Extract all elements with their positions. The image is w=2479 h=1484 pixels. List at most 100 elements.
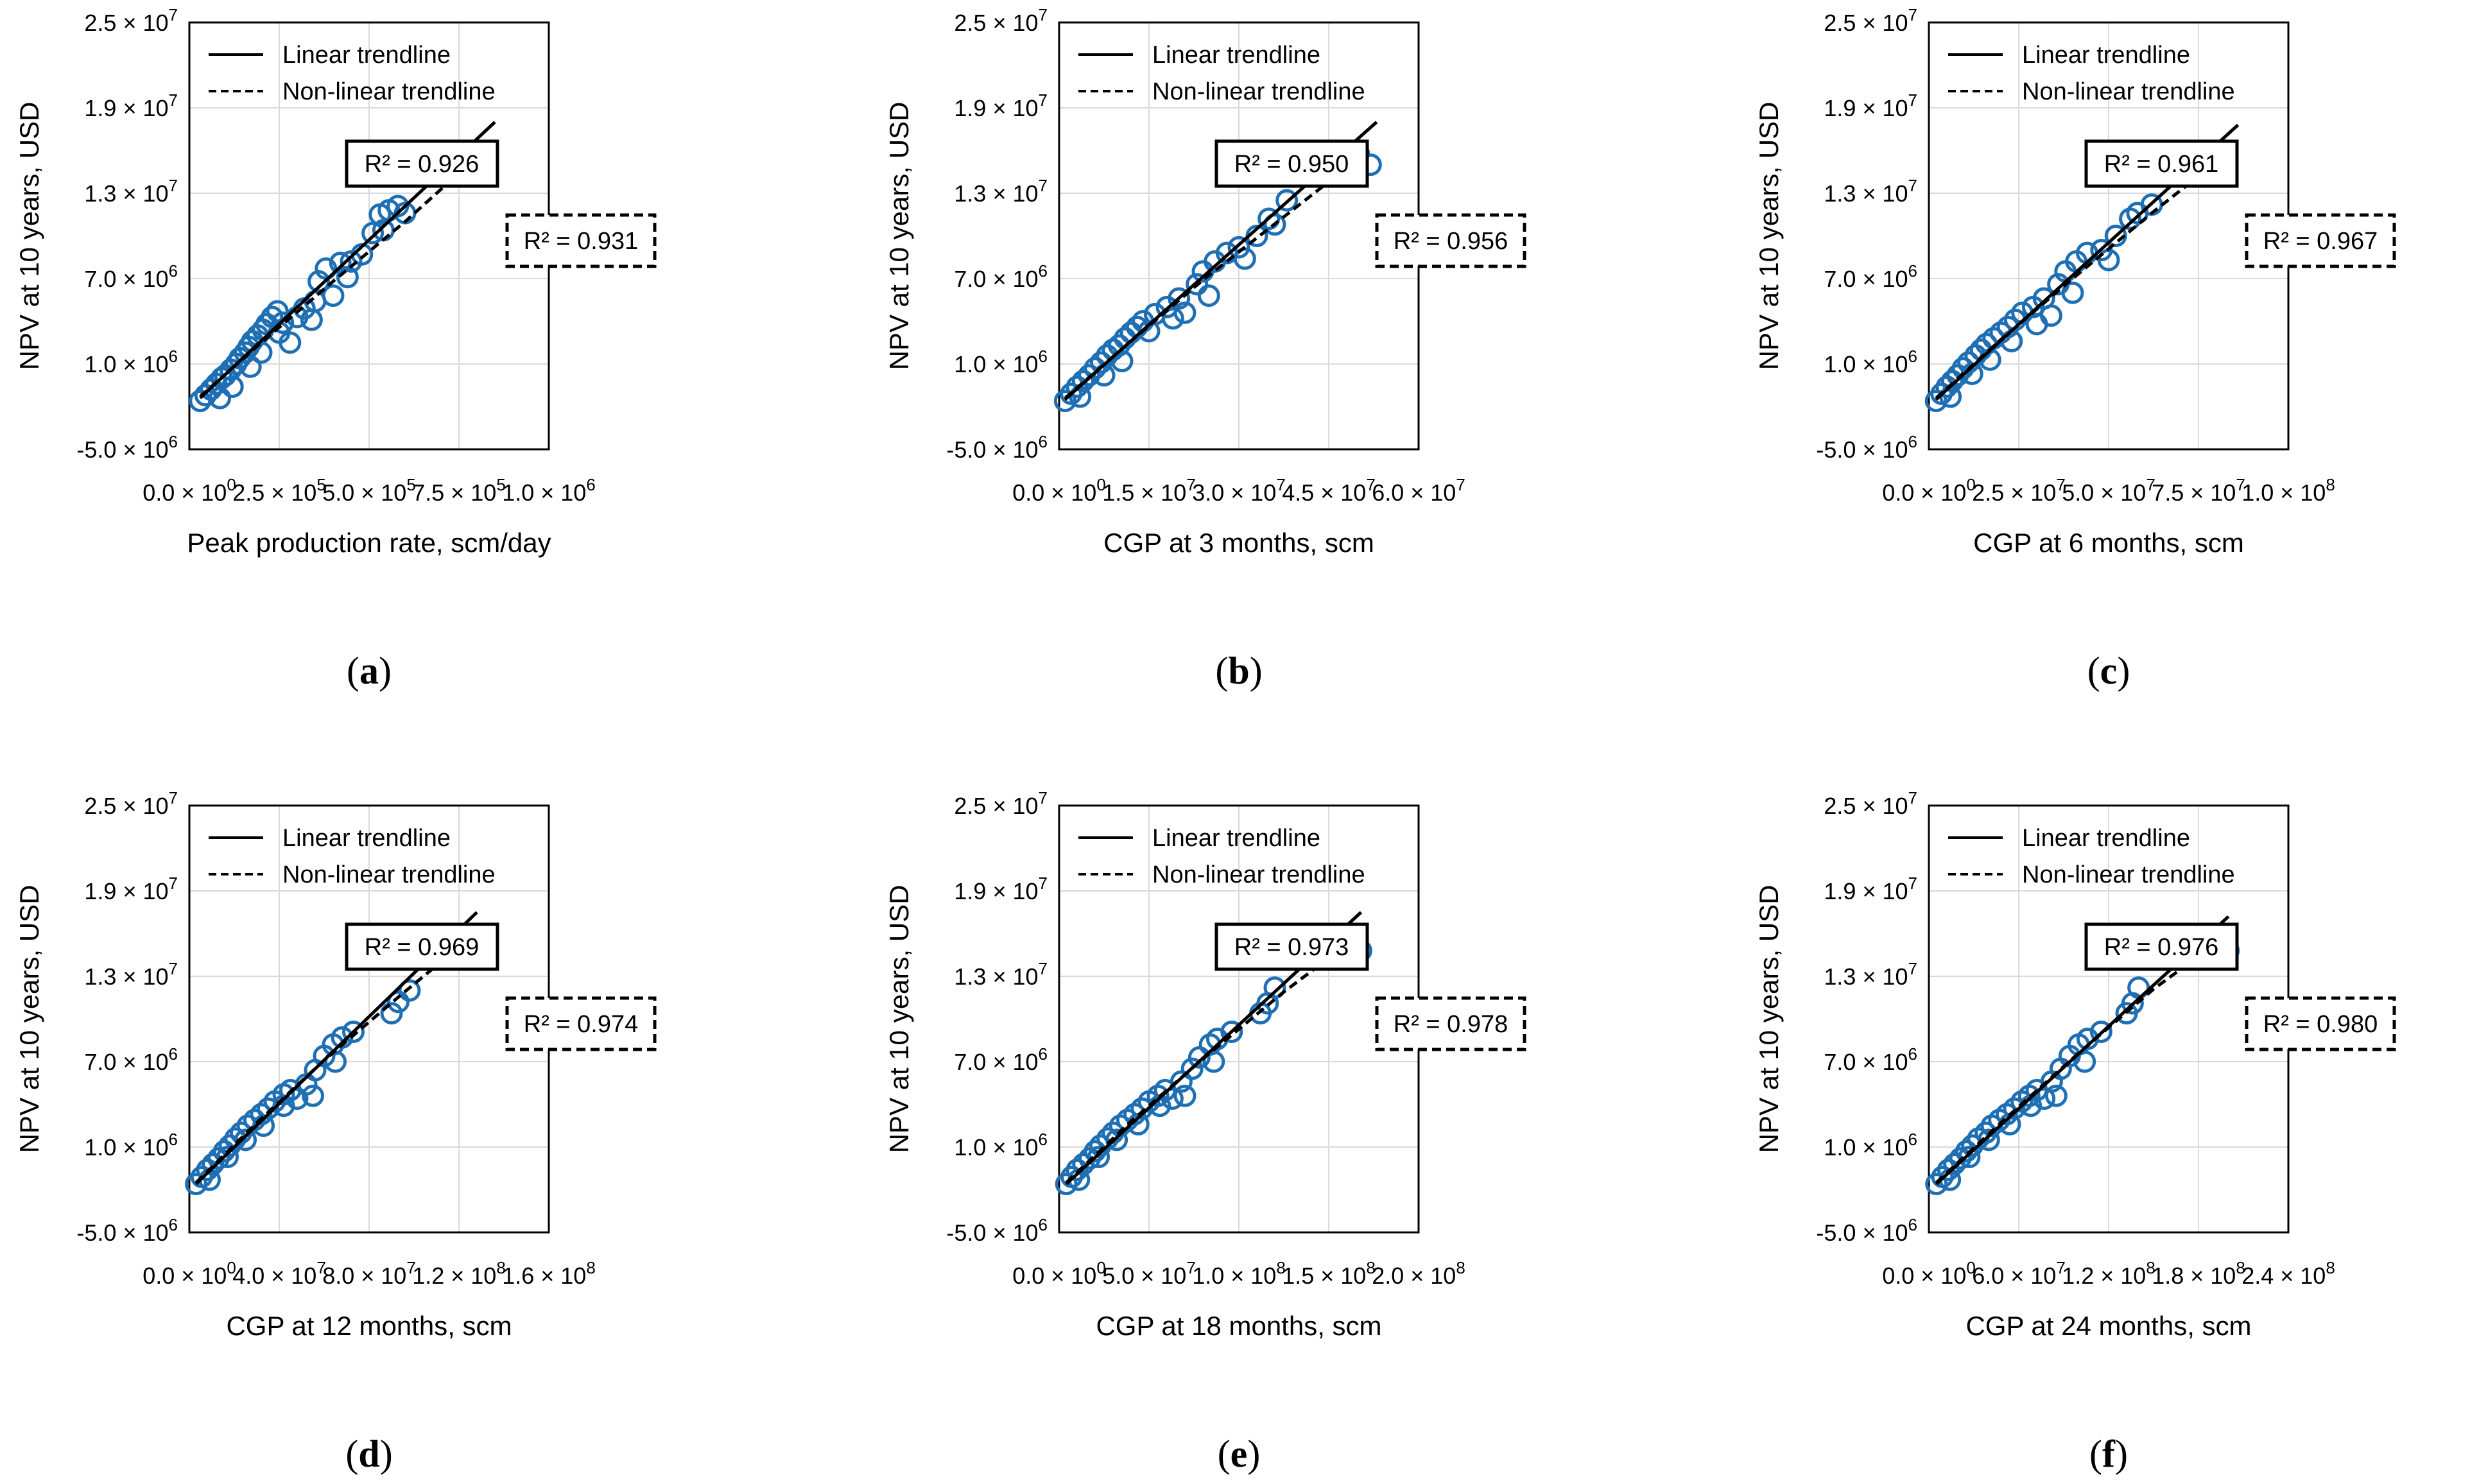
y-axis-label: NPV at 10 years, USD: [14, 885, 44, 1153]
panel-label-part: (: [2089, 1433, 2102, 1475]
y-tick-mantissa: 7.0: [954, 1049, 986, 1075]
nonlinear-trendline: [1935, 146, 2236, 400]
x-tick-exponent: 6: [586, 475, 595, 494]
y-tick-mantissa: 2.5: [1824, 10, 1856, 36]
y-tick-label: 1.0 × 106: [84, 347, 178, 377]
x-tick-label: 4.5 × 107: [1282, 475, 1376, 506]
scatter-point: [1180, 1057, 1204, 1080]
scatter-point: [1186, 273, 1209, 296]
y-tick-mantissa: -5.0: [76, 1220, 116, 1246]
tick-times-ten: × 10: [175, 1263, 227, 1289]
x-axis-label: CGP at 3 months, scm: [1103, 528, 1374, 558]
y-tick-exponent: 6: [1908, 347, 1917, 366]
y-axis-label: NPV at 10 years, USD: [1754, 102, 1784, 370]
y-tick-label: 1.9 × 107: [1824, 91, 1917, 121]
scatter-point: [2089, 1020, 2112, 1043]
tick-times-ten: × 10: [2094, 479, 2146, 506]
scatter-point: [2039, 304, 2062, 327]
linear-r2-box: [1214, 139, 1369, 188]
x-tick-mantissa: 0.0: [1882, 479, 1914, 506]
x-tick-exponent: 8: [1276, 1258, 1285, 1277]
x-tick-mantissa: 1.8: [2152, 1263, 2184, 1289]
y-axis-label: NPV at 10 years, USD: [14, 102, 44, 370]
panel-label-part: (: [1215, 650, 1228, 692]
tick-times-ten: × 10: [1856, 266, 1908, 292]
y-tick-label: 7.0 × 106: [84, 261, 178, 292]
x-tick-mantissa: 3.0: [1192, 479, 1224, 506]
y-tick-mantissa: 1.0: [1824, 351, 1856, 377]
y-tick-exponent: 6: [169, 1130, 178, 1149]
scatter-point: [300, 308, 323, 331]
tick-times-ten: × 10: [1404, 1263, 1456, 1289]
y-tick-exponent: 6: [1908, 1044, 1917, 1064]
legend-nonlinear-label: Non-linear trendline: [282, 861, 496, 888]
nonlinear-r2-box: [1375, 996, 1526, 1051]
tick-times-ten: × 10: [175, 479, 227, 506]
x-tick-mantissa: 0.0: [1012, 1263, 1044, 1289]
x-tick-label: 1.5 × 108: [1282, 1258, 1376, 1289]
panel-label: (a): [347, 650, 392, 692]
legend-linear-label: Linear trendline: [1152, 825, 1320, 852]
nonlinear-r2-box: [1375, 213, 1526, 268]
legend-nonlinear-label: Non-linear trendline: [2022, 78, 2235, 105]
y-tick-exponent: 6: [169, 432, 178, 451]
y-tick-label: 7.0 × 106: [954, 261, 1048, 292]
scatter-point: [216, 1146, 239, 1169]
scatter-point: [1161, 1087, 1184, 1110]
y-tick-label: 1.0 × 106: [1824, 347, 1917, 377]
y-tick-label: 1.0 × 106: [954, 347, 1048, 377]
x-tick-exponent: 7: [406, 1258, 415, 1277]
panel-label-part: d: [358, 1433, 379, 1475]
scatter-point: [380, 1002, 403, 1025]
x-tick-exponent: 5: [316, 475, 325, 494]
tick-times-ten: × 10: [1224, 479, 1276, 506]
scatter-point: [1087, 1146, 1110, 1169]
x-tick-label: 5.0 × 107: [2062, 475, 2155, 506]
scatter-point: [1197, 284, 1220, 307]
panel-label-part: ): [2117, 650, 2130, 692]
scatter-point: [2104, 225, 2127, 247]
y-tick-exponent: 7: [1039, 91, 1048, 110]
legend-linear-label: Linear trendline: [1152, 42, 1320, 69]
x-tick-exponent: 0: [227, 1258, 236, 1277]
scatter-point: [272, 311, 295, 334]
x-tick-exponent: 0: [1966, 475, 1975, 494]
y-tick-mantissa: 7.0: [1824, 1049, 1856, 1075]
y-tick-label: 2.5 × 107: [84, 788, 178, 819]
tick-times-ten: × 10: [986, 266, 1038, 292]
y-tick-label: 7.0 × 106: [954, 1044, 1048, 1075]
scatter-point: [1173, 1084, 1196, 1107]
x-tick-mantissa: 1.0: [502, 479, 534, 506]
x-tick-label: 6.0 × 107: [1972, 1258, 2066, 1289]
x-tick-label: 1.0 × 108: [1192, 1258, 1286, 1289]
nonlinear-r2-box: [505, 996, 657, 1051]
scatter-point: [1257, 207, 1281, 230]
scatter-point: [1105, 1128, 1128, 1152]
legend-linear-label: Linear trendline: [282, 42, 451, 69]
x-tick-label: 0.0 × 100: [1012, 475, 1106, 506]
y-tick-exponent: 7: [169, 959, 178, 978]
tick-times-ten: × 10: [1856, 95, 1908, 121]
x-tick-label: 8.0 × 107: [322, 1258, 416, 1289]
tick-times-ten: × 10: [1914, 479, 1966, 506]
y-tick-exponent: 7: [169, 5, 178, 24]
panel-label: (b): [1215, 650, 1262, 692]
y-tick-label: 2.5 × 107: [954, 788, 1048, 819]
x-tick-mantissa: 1.6: [502, 1263, 534, 1289]
nonlinear-r2-label: R² = 0.978: [1394, 1011, 1508, 1038]
panel-label: (e): [1218, 1433, 1261, 1475]
x-tick-label: 5.0 × 107: [1102, 1258, 1196, 1289]
linear-r2-label: R² = 0.976: [2104, 934, 2219, 961]
legend-linear-label: Linear trendline: [282, 825, 451, 852]
legend-nonlinear-label: Non-linear trendline: [1152, 78, 1365, 105]
y-tick-exponent: 7: [1908, 788, 1917, 807]
linear-r2-box: [1214, 922, 1369, 971]
linear-r2-label: R² = 0.973: [1234, 934, 1349, 961]
panel-label-part: b: [1228, 650, 1249, 692]
scatter-point: [1107, 334, 1130, 357]
x-tick-mantissa: 0.0: [1882, 1263, 1914, 1289]
